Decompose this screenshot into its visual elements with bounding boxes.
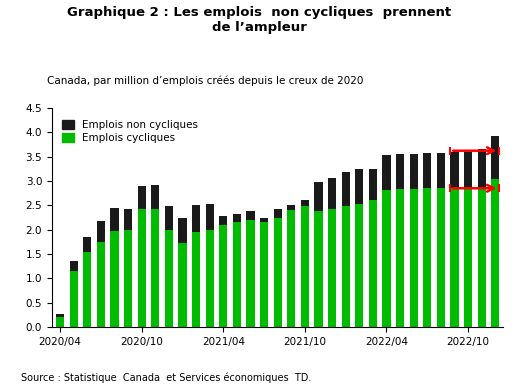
- Bar: [219, 225, 227, 327]
- Bar: [423, 188, 431, 327]
- Bar: [450, 152, 459, 188]
- Bar: [124, 209, 132, 230]
- Bar: [369, 169, 377, 201]
- Text: Canada, par million d’emplois créés depuis le creux de 2020: Canada, par million d’emplois créés depu…: [47, 75, 364, 86]
- Bar: [151, 209, 159, 327]
- Bar: [111, 208, 118, 231]
- Bar: [396, 154, 404, 189]
- Bar: [437, 153, 445, 188]
- Bar: [56, 316, 64, 327]
- Bar: [192, 232, 200, 327]
- Text: Source : Statistique  Canada  et Services économiques  TD.: Source : Statistique Canada et Services …: [21, 373, 311, 383]
- Bar: [491, 136, 499, 179]
- Bar: [287, 205, 295, 210]
- Bar: [383, 155, 390, 190]
- Bar: [301, 206, 309, 327]
- Bar: [342, 172, 350, 206]
- Bar: [260, 223, 268, 327]
- Bar: [233, 223, 241, 327]
- Bar: [83, 237, 91, 252]
- Bar: [233, 214, 241, 223]
- Bar: [206, 230, 214, 327]
- Bar: [315, 211, 322, 327]
- Bar: [355, 169, 363, 204]
- Bar: [151, 185, 159, 209]
- Bar: [315, 182, 322, 211]
- Bar: [464, 152, 472, 188]
- Bar: [206, 204, 214, 230]
- Bar: [70, 271, 78, 327]
- Legend: Emplois non cycliques, Emplois cycliques: Emplois non cycliques, Emplois cycliques: [62, 120, 198, 143]
- Bar: [396, 189, 404, 327]
- Bar: [328, 177, 336, 209]
- Bar: [165, 230, 173, 327]
- Bar: [287, 210, 295, 327]
- Bar: [124, 230, 132, 327]
- Bar: [409, 189, 418, 327]
- Bar: [450, 188, 459, 327]
- Bar: [192, 205, 200, 232]
- Bar: [437, 188, 445, 327]
- Bar: [369, 201, 377, 327]
- Bar: [423, 153, 431, 188]
- Bar: [328, 209, 336, 327]
- Bar: [260, 218, 268, 223]
- Bar: [477, 149, 486, 188]
- Bar: [179, 218, 186, 243]
- Bar: [56, 314, 64, 316]
- Bar: [409, 154, 418, 189]
- Bar: [165, 206, 173, 230]
- Bar: [301, 201, 309, 206]
- Bar: [138, 209, 146, 327]
- Bar: [83, 252, 91, 327]
- Bar: [70, 261, 78, 271]
- Bar: [342, 206, 350, 327]
- Bar: [491, 179, 499, 327]
- Bar: [274, 209, 282, 218]
- Bar: [97, 242, 105, 327]
- Bar: [274, 218, 282, 327]
- Bar: [111, 231, 118, 327]
- Text: Graphique 2 : Les emplois  non cycliques  prennent
de l’ampleur: Graphique 2 : Les emplois non cycliques …: [67, 6, 452, 34]
- Bar: [97, 221, 105, 242]
- Bar: [247, 211, 254, 220]
- Bar: [477, 188, 486, 327]
- Bar: [179, 243, 186, 327]
- Bar: [138, 186, 146, 209]
- Bar: [355, 204, 363, 327]
- Bar: [464, 188, 472, 327]
- Bar: [219, 216, 227, 225]
- Bar: [247, 220, 254, 327]
- Bar: [383, 190, 390, 327]
